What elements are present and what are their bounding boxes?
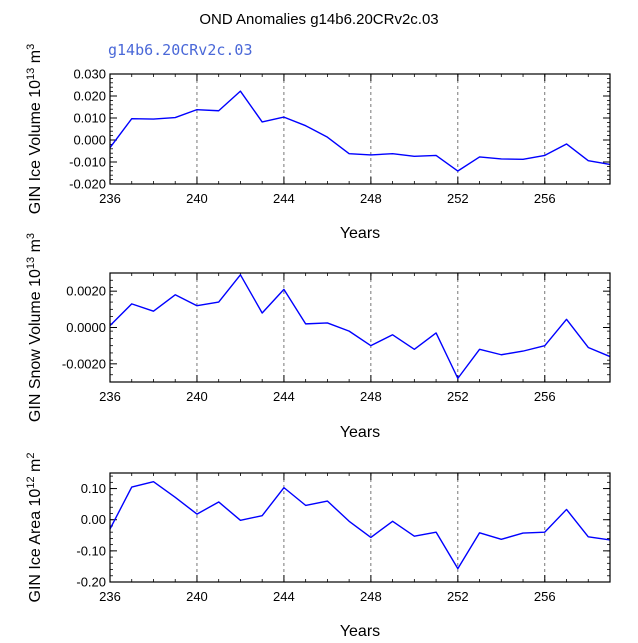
x-tick-label: 248 — [360, 389, 382, 404]
panel-3: 236 240 244 248 252 256 0.10 0.00 -0.10 -0.20 Year… — [25, 453, 611, 640]
y-axis-label: GIN Ice Volume 1013 m3 — [25, 44, 44, 214]
y-tick-label: 0.10 — [81, 481, 106, 496]
x-tick-label: 256 — [534, 589, 556, 604]
x-tick-label: 252 — [447, 589, 469, 604]
series-label: g14b6.20CRv2c.03 — [108, 41, 253, 59]
x-tick-label: 244 — [273, 191, 295, 206]
plot-frame — [109, 472, 611, 583]
y-tick-label: 0.030 — [73, 67, 106, 82]
y-tick-label: 0.020 — [73, 89, 106, 104]
y-tick-label: 0.0020 — [66, 284, 106, 299]
y-axis-label: GIN Ice Area 1012 m2 — [25, 453, 44, 603]
y-tick-label: 0.0000 — [66, 320, 106, 335]
x-tick-label: 236 — [99, 589, 121, 604]
y-tick-label: 0.010 — [73, 111, 106, 126]
x-tick-label: 236 — [99, 389, 121, 404]
x-tick-label: 244 — [273, 389, 295, 404]
x-axis-label: Years — [340, 424, 380, 441]
x-axis-label: Years — [340, 225, 380, 242]
chart-title: OND Anomalies g14b6.20CRv2c.03 — [199, 11, 438, 28]
x-tick-label: 240 — [186, 191, 208, 206]
series-line — [109, 481, 611, 570]
x-tick-label: 256 — [534, 389, 556, 404]
x-tick-label: 252 — [447, 191, 469, 206]
y-tick-label: -0.20 — [76, 575, 106, 590]
panel-1: 236 240 244 248 252 256 0.030 0.020 0.010 0.000 -0… — [25, 44, 611, 242]
y-tick-label: 0.00 — [81, 512, 106, 527]
x-axis-label: Years — [340, 623, 380, 638]
x-tick-label: 240 — [186, 589, 208, 604]
series-line — [109, 90, 611, 172]
x-tick-label: 236 — [99, 191, 121, 206]
y-tick-label: -0.010 — [69, 155, 106, 170]
y-tick-label: -0.10 — [76, 543, 106, 558]
x-tick-label: 248 — [360, 191, 382, 206]
plot-frame — [109, 272, 611, 383]
y-axis-label: GIN Snow Volume 1013 m3 — [25, 233, 44, 422]
y-tick-label: -0.020 — [69, 177, 106, 192]
y-tick-label: -0.0020 — [62, 356, 106, 371]
series-line — [109, 274, 611, 380]
plot-frame — [109, 73, 611, 185]
x-tick-label: 244 — [273, 589, 295, 604]
x-tick-label: 256 — [534, 191, 556, 206]
x-tick-label: 240 — [186, 389, 208, 404]
x-tick-label: 248 — [360, 589, 382, 604]
y-tick-label: 0.000 — [73, 133, 106, 148]
x-tick-label: 252 — [447, 389, 469, 404]
panel-2: 236 240 244 248 252 256 0.0020 0.0000 -0.0020 Yea… — [25, 233, 611, 441]
